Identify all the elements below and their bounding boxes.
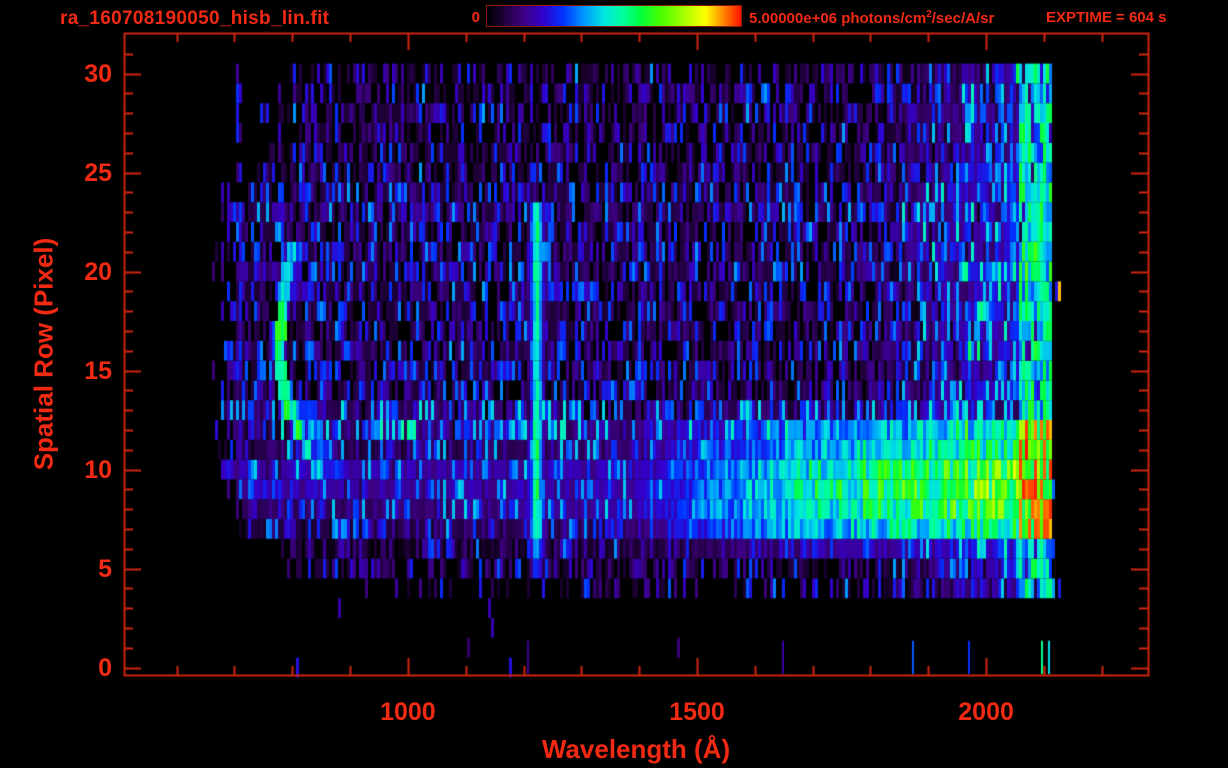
- y-tick-label: 10: [84, 455, 112, 484]
- y-tick-label: 20: [84, 257, 112, 286]
- colorbar-max-label: 5.00000e+06 photons/cm2/sec/A/sr: [749, 9, 994, 27]
- x-axis-label: Wavelength (Å): [541, 734, 731, 764]
- y-tick-label: 15: [84, 356, 112, 385]
- colorbar-max-value: 5.00000e+06: [749, 10, 842, 27]
- colorbar-units-exponent: 2: [926, 9, 932, 20]
- y-tick-label: 0: [98, 653, 112, 682]
- y-tick-label: 25: [84, 158, 112, 187]
- colorbar-gradient: [486, 5, 742, 27]
- y-tick-label: 30: [84, 59, 112, 88]
- exptime-label: EXPTIME = 604 s: [1046, 9, 1167, 26]
- x-tick-label: 1500: [669, 698, 725, 726]
- y-tick-label: 5: [98, 554, 112, 583]
- colorbar-units-prefix: photons/cm: [841, 10, 927, 27]
- x-tick-label: 1000: [380, 698, 436, 726]
- colorbar-min-label: 0: [471, 9, 480, 26]
- colorbar-units-suffix: /sec/A/sr: [931, 10, 995, 27]
- x-tick-label: 2000: [958, 698, 1014, 726]
- page-title: ra_160708190050_hisb_lin.fit: [60, 8, 330, 29]
